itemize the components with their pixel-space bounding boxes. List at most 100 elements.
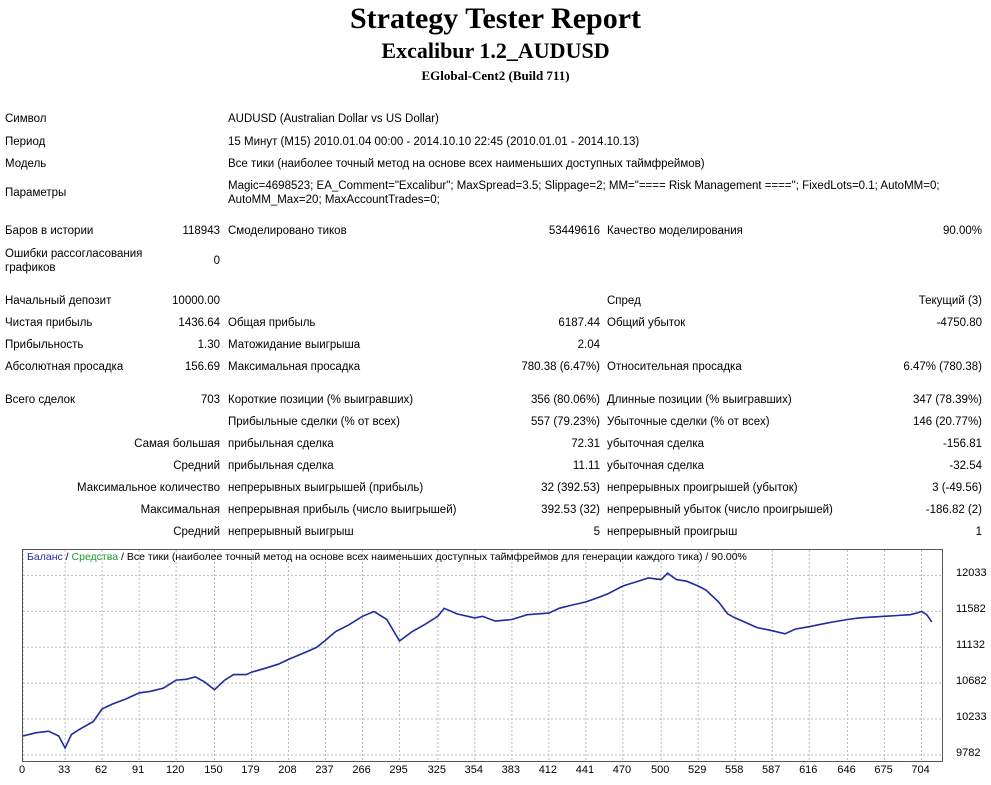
profit-trades-label: Прибыльные сделки (% от всех)	[228, 416, 400, 428]
quality-label: Качество моделирования	[607, 225, 743, 237]
report-subtitle: Excalibur 1.2_AUDUSD	[381, 38, 610, 63]
gross-profit-label: Общая прибыль	[228, 317, 316, 329]
model-label: Модель	[5, 158, 47, 170]
legend-sep-1: /	[62, 551, 72, 563]
y-tick-label: 11582	[956, 603, 986, 616]
abs-drawdown-label: Абсолютная просадка	[5, 361, 124, 373]
avg-consecutive-profit-label: непрерывный выигрыш	[228, 526, 354, 538]
largest-profit-value: 72.31	[571, 438, 600, 450]
x-tick-label: 295	[389, 764, 408, 776]
loss-trades-label: Убыточные сделки (% от всех)	[607, 416, 770, 428]
x-tick-label: 470	[612, 764, 632, 776]
x-tick-label: 325	[427, 764, 446, 776]
average-loss-value: -32.54	[949, 460, 982, 472]
gross-profit-value: 6187.44	[558, 317, 600, 329]
largest-profit-label: прибыльная сделка	[228, 438, 334, 450]
y-tick-label: 11132	[956, 639, 985, 652]
max-consecutive-loss-label: непрерывный убыток (число проигрышей)	[607, 504, 833, 516]
errors-value: 0	[213, 255, 220, 267]
avg-consecutive-profit-value: 5	[593, 526, 600, 538]
y-tick-label: 9782	[956, 747, 981, 759]
gross-loss-label: Общий убыток	[607, 317, 686, 329]
chart-legend: Баланс / Средства / Все тики (наиболее т…	[27, 551, 747, 563]
x-tick-label: 704	[911, 764, 930, 776]
avg-consecutive-label: Средний	[173, 526, 220, 538]
average-profit-value: 11.11	[572, 460, 600, 472]
balance-series-line	[22, 572, 933, 750]
legend-balance: Баланс	[27, 551, 63, 563]
abs-drawdown-value: 156.69	[184, 361, 220, 373]
x-tick-label: 412	[538, 764, 558, 776]
bars-value: 118943	[182, 225, 220, 237]
period-value: 15 Минут (M15) 2010.01.04 00:00 - 2014.1…	[228, 136, 640, 148]
x-tick-label: 237	[315, 764, 334, 776]
net-profit-label: Чистая прибыль	[5, 317, 93, 329]
short-positions-label: Короткие позиции (% выигравших)	[228, 394, 414, 406]
largest-loss-value: -156.81	[942, 438, 982, 450]
x-tick-label: 62	[95, 764, 108, 776]
ticks-value: 53449616	[548, 225, 600, 237]
max-count-label: Максимальное количество	[77, 482, 220, 494]
x-tick-label: 383	[501, 764, 521, 776]
server-name: EGlobal-Cent2 (Build 711)	[421, 68, 570, 83]
average-profit-label: прибыльная сделка	[228, 460, 334, 472]
parameters-label: Параметры	[5, 187, 67, 199]
average-label: Средний	[173, 460, 220, 472]
legend-sep-2: /	[118, 551, 127, 563]
rel-drawdown-value: 6.47% (780.38)	[903, 361, 982, 373]
x-tick-label: 500	[651, 764, 670, 776]
spread-value: Текущий (3)	[918, 295, 982, 307]
legend-model: Все тики (наиболее точный метод на основ…	[126, 551, 747, 563]
profit-factor-value: 1.30	[197, 339, 220, 351]
max-drawdown-value: 780.38 (6.47%)	[521, 361, 600, 373]
largest-loss-label: убыточная сделка	[607, 438, 705, 450]
max-consecutive-loss-value: -186.82 (2)	[925, 504, 982, 516]
total-trades-label: Всего сделок	[5, 394, 76, 406]
max-consecutive-profit-label: непрерывная прибыль (число выигрышей)	[228, 504, 457, 516]
period-label: Период	[5, 136, 46, 148]
avg-consecutive-loss-value: 1	[975, 526, 982, 538]
symbol-label: Символ	[5, 113, 47, 125]
y-tick-label: 10233	[956, 711, 987, 723]
total-trades-value: 703	[200, 394, 220, 406]
errors-label: Ошибки рассогласования графиков	[5, 248, 143, 274]
x-tick-label: 675	[874, 764, 893, 776]
long-positions-label: Длинные позиции (% выигравших)	[607, 394, 792, 406]
x-tick-label: 266	[352, 764, 371, 776]
x-tick-label: 646	[837, 764, 856, 776]
legend-equity: Средства	[71, 551, 119, 563]
average-loss-label: убыточная сделка	[607, 460, 705, 472]
max-drawdown-label: Максимальная просадка	[228, 361, 361, 373]
max-consecutive-label: Максимальная	[140, 504, 220, 516]
x-tick-label: 0	[18, 764, 26, 776]
x-tick-label: 529	[688, 764, 707, 776]
x-tick-label: 91	[132, 764, 145, 776]
bars-label: Баров в истории	[5, 225, 94, 237]
long-positions-value: 347 (78.39%)	[912, 394, 982, 406]
x-tick-label: 587	[762, 764, 781, 776]
parameters-value: Magic=4698523; EA_Comment="Excalibur"; M…	[228, 180, 940, 206]
max-count-loss-label: непрерывных проигрышей (убыток)	[607, 482, 798, 494]
deposit-label: Начальный депозит	[5, 295, 112, 307]
x-tick-label: 441	[575, 764, 595, 776]
rel-drawdown-label: Относительная просадка	[607, 361, 742, 373]
deposit-value: 10000.00	[172, 295, 220, 307]
expected-payoff-value: 2.04	[577, 339, 600, 351]
max-consecutive-profit-value: 392.53 (32)	[541, 504, 600, 516]
x-tick-label: 120	[165, 764, 185, 776]
quality-value: 90.00%	[942, 225, 982, 237]
avg-consecutive-loss-label: непрерывный проигрыш	[607, 526, 738, 538]
max-count-profit-label: непрерывных выигрышей (прибыль)	[228, 482, 424, 494]
ticks-label: Смоделировано тиков	[228, 225, 347, 237]
y-tick-label: 10682	[956, 675, 987, 688]
net-profit-value: 1436.64	[178, 317, 220, 329]
x-tick-label: 558	[725, 764, 744, 776]
symbol-value: AUDUSD (Australian Dollar vs US Dollar)	[228, 113, 439, 125]
profit-factor-label: Прибыльность	[5, 339, 84, 351]
balance-chart-svg	[22, 550, 942, 761]
profit-trades-value: 557 (79.23%)	[530, 416, 600, 428]
x-tick-label: 208	[278, 764, 297, 776]
x-tick-label: 179	[241, 764, 260, 776]
y-tick-label: 12033	[956, 567, 987, 580]
short-positions-value: 356 (80.06%)	[530, 394, 600, 406]
